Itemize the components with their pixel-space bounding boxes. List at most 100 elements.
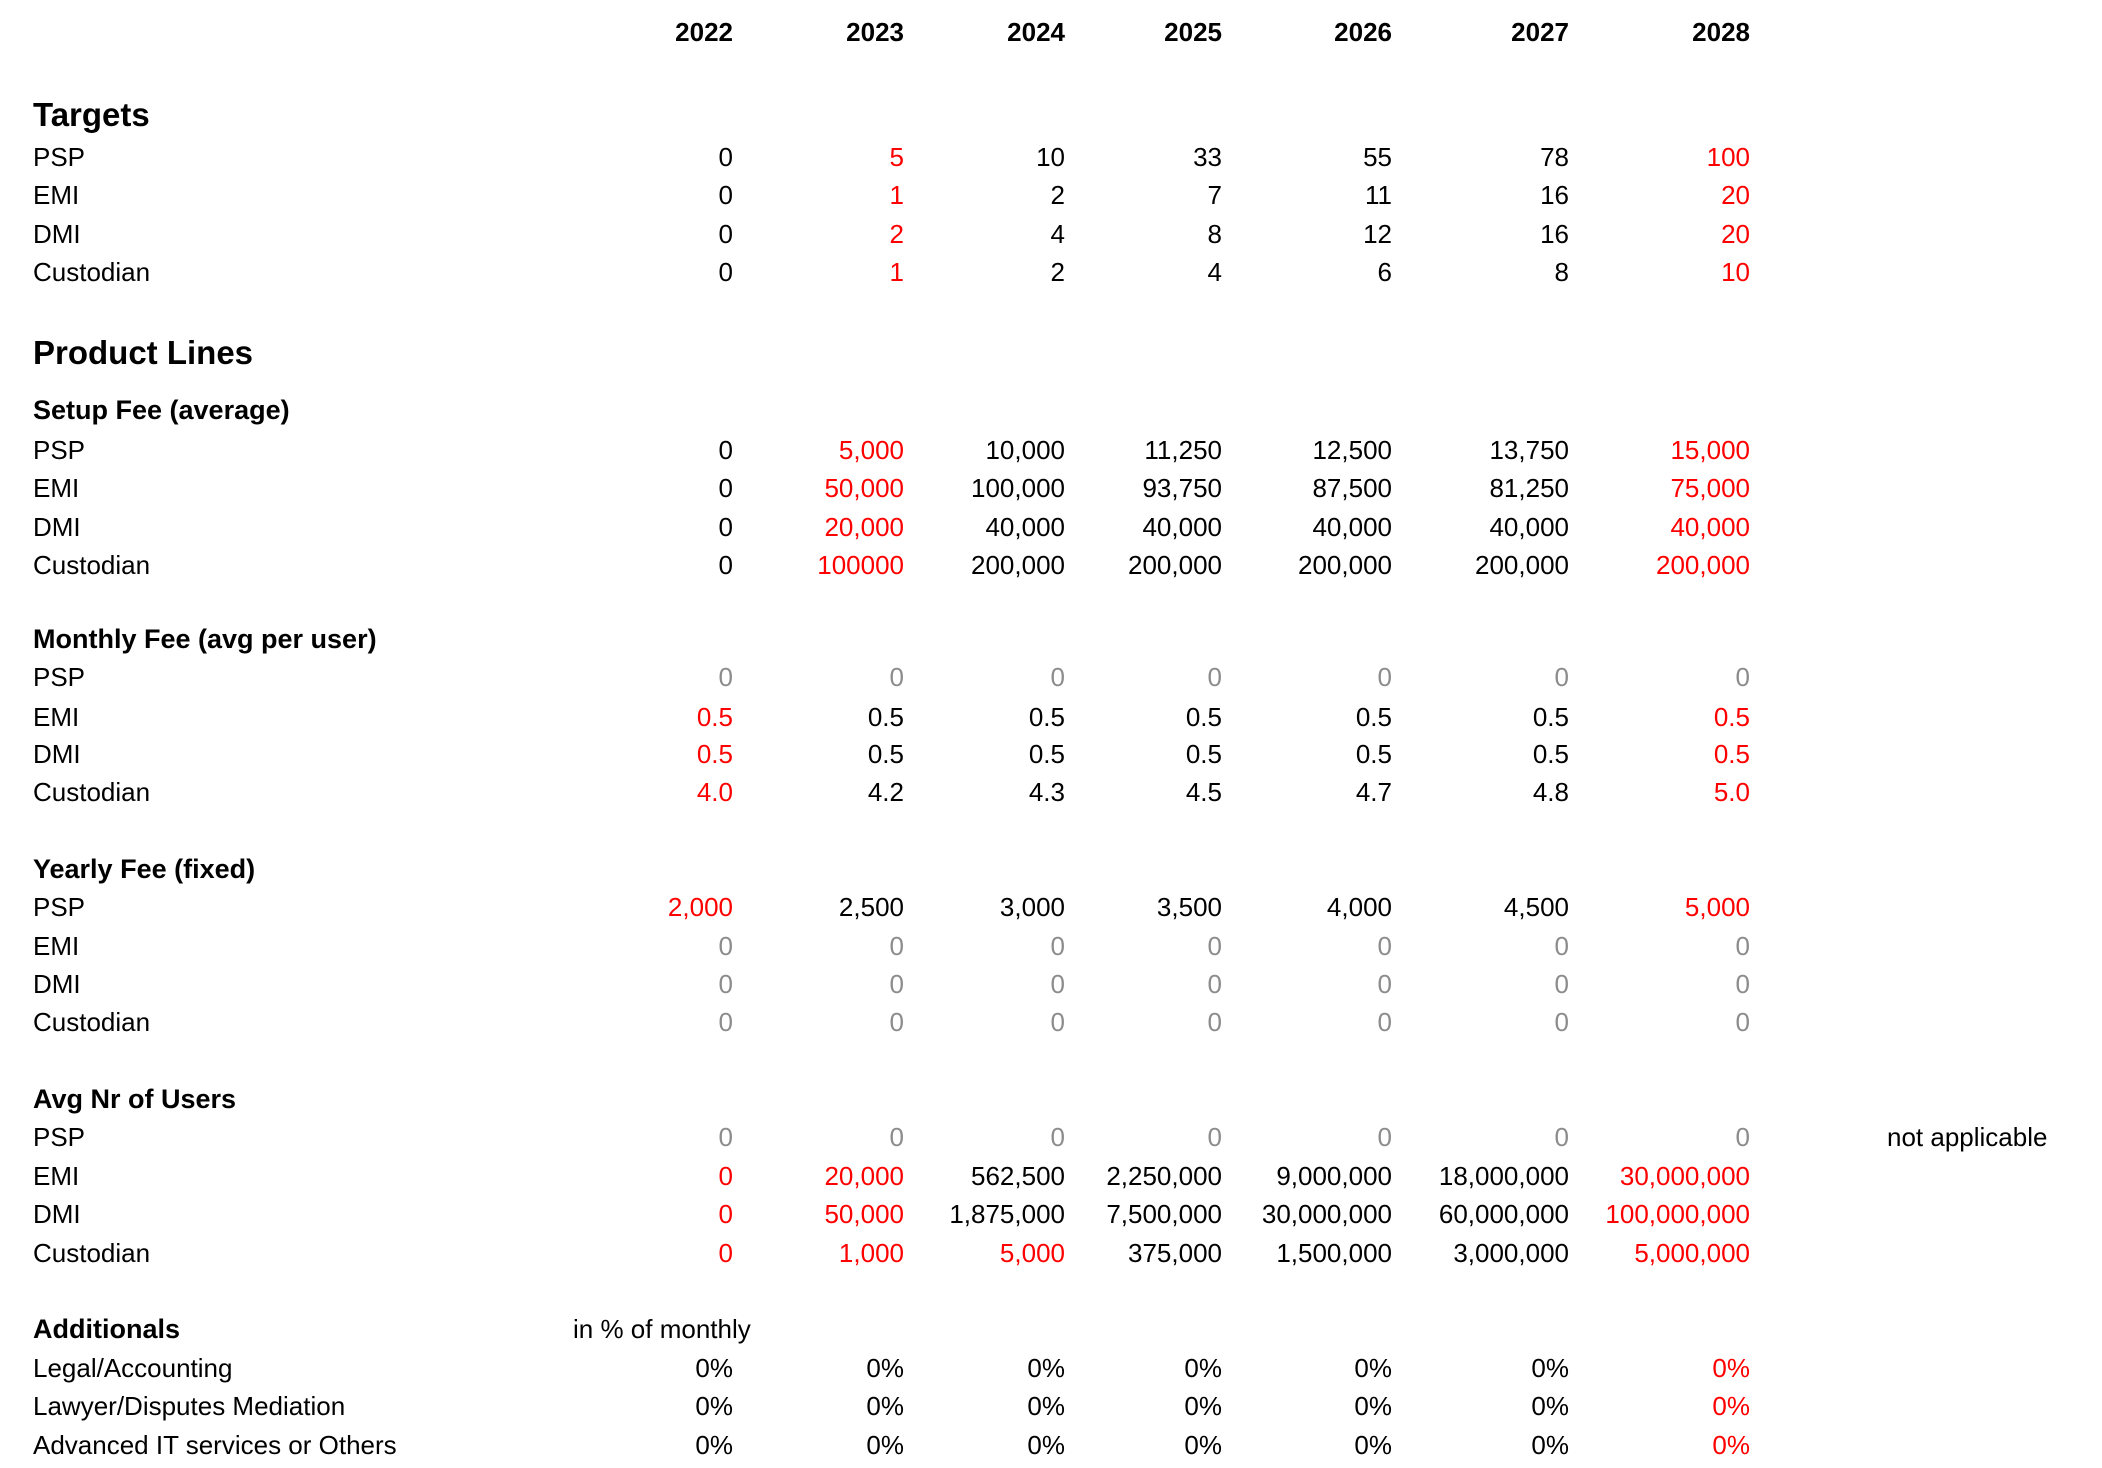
cell-value[interactable]: 0%: [1712, 1353, 1750, 1383]
cell-value[interactable]: 0: [889, 1007, 904, 1037]
cell-value[interactable]: 0: [1207, 662, 1222, 692]
cell-value[interactable]: 0.5: [1028, 702, 1065, 732]
cell-value[interactable]: 93,750: [1142, 473, 1222, 503]
cell-value[interactable]: 562,500: [971, 1161, 1065, 1191]
cell-value[interactable]: 50,000: [824, 473, 904, 503]
cell-value[interactable]: 10: [1036, 142, 1065, 172]
cell-value[interactable]: 12,500: [1312, 435, 1392, 465]
cell-value[interactable]: 30,000,000: [1619, 1161, 1750, 1191]
cell-value[interactable]: 0%: [866, 1353, 904, 1383]
cell-value[interactable]: 8: [1207, 219, 1222, 249]
cell-value[interactable]: 0: [1377, 662, 1392, 692]
cell-value[interactable]: 20,000: [824, 512, 904, 542]
cell-value[interactable]: 0.5: [867, 702, 904, 732]
cell-value[interactable]: 0: [1554, 1122, 1569, 1152]
cell-value[interactable]: 1,000: [838, 1238, 904, 1268]
cell-value[interactable]: 0: [1377, 1007, 1392, 1037]
cell-value[interactable]: 87,500: [1312, 473, 1392, 503]
cell-value[interactable]: 0: [1735, 969, 1750, 999]
cell-value[interactable]: 4.8: [1532, 777, 1569, 807]
cell-value[interactable]: 100,000,000: [1605, 1199, 1750, 1229]
cell-value[interactable]: 0: [718, 180, 733, 210]
cell-value[interactable]: 0: [718, 969, 733, 999]
cell-value[interactable]: 4.5: [1185, 777, 1222, 807]
cell-value[interactable]: 0: [1050, 969, 1065, 999]
cell-value[interactable]: 0%: [1712, 1430, 1750, 1460]
cell-value[interactable]: 0: [1377, 1122, 1392, 1152]
cell-value[interactable]: 15,000: [1670, 435, 1750, 465]
cell-value[interactable]: 11,250: [1144, 435, 1222, 465]
cell-value[interactable]: 0: [1207, 931, 1222, 961]
cell-value[interactable]: 0%: [1531, 1391, 1569, 1421]
cell-value[interactable]: 0: [718, 1122, 733, 1152]
cell-value[interactable]: 1,500,000: [1276, 1238, 1392, 1268]
cell-value[interactable]: 0.5: [1532, 739, 1569, 769]
cell-value[interactable]: 81,250: [1489, 473, 1569, 503]
cell-value[interactable]: 100,000: [971, 473, 1065, 503]
cell-value[interactable]: 1: [889, 180, 904, 210]
cell-value[interactable]: 0%: [1531, 1430, 1569, 1460]
cell-value[interactable]: 0: [718, 931, 733, 961]
cell-value[interactable]: 375,000: [1128, 1238, 1222, 1268]
cell-value[interactable]: 0: [1377, 931, 1392, 961]
cell-value[interactable]: 30,000,000: [1261, 1199, 1392, 1229]
cell-value[interactable]: 200,000: [1656, 550, 1750, 580]
cell-value[interactable]: 0: [1207, 1122, 1222, 1152]
cell-value[interactable]: 0: [1735, 1122, 1750, 1152]
cell-value[interactable]: 0: [1554, 1007, 1569, 1037]
cell-value[interactable]: 60,000,000: [1438, 1199, 1569, 1229]
cell-value[interactable]: 1,875,000: [949, 1199, 1065, 1229]
cell-value[interactable]: 0: [1207, 1007, 1222, 1037]
cell-value[interactable]: 8: [1554, 257, 1569, 287]
cell-value[interactable]: 0%: [1531, 1353, 1569, 1383]
cell-value[interactable]: 0: [1050, 1007, 1065, 1037]
cell-value[interactable]: 7: [1207, 180, 1222, 210]
cell-value[interactable]: 40,000: [1670, 512, 1750, 542]
cell-value[interactable]: 0.5: [1028, 739, 1065, 769]
cell-value[interactable]: 0%: [1027, 1353, 1065, 1383]
cell-value[interactable]: 0%: [1184, 1391, 1222, 1421]
cell-value[interactable]: 0%: [695, 1353, 733, 1383]
cell-value[interactable]: 0.5: [1185, 739, 1222, 769]
cell-value[interactable]: 11: [1365, 180, 1392, 210]
cell-value[interactable]: 10,000: [985, 435, 1065, 465]
cell-value[interactable]: 13,750: [1489, 435, 1569, 465]
cell-value[interactable]: 0: [718, 512, 733, 542]
cell-value[interactable]: 75,000: [1670, 473, 1750, 503]
cell-value[interactable]: 18,000,000: [1438, 1161, 1569, 1191]
cell-value[interactable]: 40,000: [1142, 512, 1222, 542]
cell-value[interactable]: 0: [1735, 1007, 1750, 1037]
cell-value[interactable]: 0: [718, 257, 733, 287]
cell-value[interactable]: 0: [1377, 969, 1392, 999]
cell-value[interactable]: 2: [1050, 257, 1065, 287]
cell-value[interactable]: 2,500: [838, 892, 904, 922]
cell-value[interactable]: 0: [718, 142, 733, 172]
cell-value[interactable]: 2: [889, 219, 904, 249]
cell-value[interactable]: 3,500: [1156, 892, 1222, 922]
cell-value[interactable]: 0: [889, 931, 904, 961]
cell-value[interactable]: 200,000: [971, 550, 1065, 580]
cell-value[interactable]: 5,000: [838, 435, 904, 465]
cell-value[interactable]: 40,000: [985, 512, 1065, 542]
cell-value[interactable]: 100: [1706, 142, 1750, 172]
cell-value[interactable]: 16: [1540, 219, 1569, 249]
cell-value[interactable]: 0.5: [1185, 702, 1222, 732]
cell-value[interactable]: 20: [1721, 180, 1750, 210]
cell-value[interactable]: 33: [1193, 142, 1222, 172]
cell-value[interactable]: 0: [1050, 662, 1065, 692]
cell-value[interactable]: 2: [1050, 180, 1065, 210]
cell-value[interactable]: 0%: [1184, 1430, 1222, 1460]
cell-value[interactable]: 0.5: [1713, 702, 1750, 732]
cell-value[interactable]: 10: [1721, 257, 1750, 287]
cell-value[interactable]: 0: [718, 1199, 733, 1229]
cell-value[interactable]: 0%: [866, 1391, 904, 1421]
cell-value[interactable]: 0: [889, 662, 904, 692]
cell-value[interactable]: 12: [1363, 219, 1392, 249]
cell-value[interactable]: 0%: [1184, 1353, 1222, 1383]
cell-value[interactable]: 0.5: [1713, 739, 1750, 769]
cell-value[interactable]: 78: [1540, 142, 1569, 172]
cell-value[interactable]: 4.2: [867, 777, 904, 807]
cell-value[interactable]: 0: [718, 1161, 733, 1191]
cell-value[interactable]: 0: [1554, 662, 1569, 692]
cell-value[interactable]: 0: [1050, 1122, 1065, 1152]
